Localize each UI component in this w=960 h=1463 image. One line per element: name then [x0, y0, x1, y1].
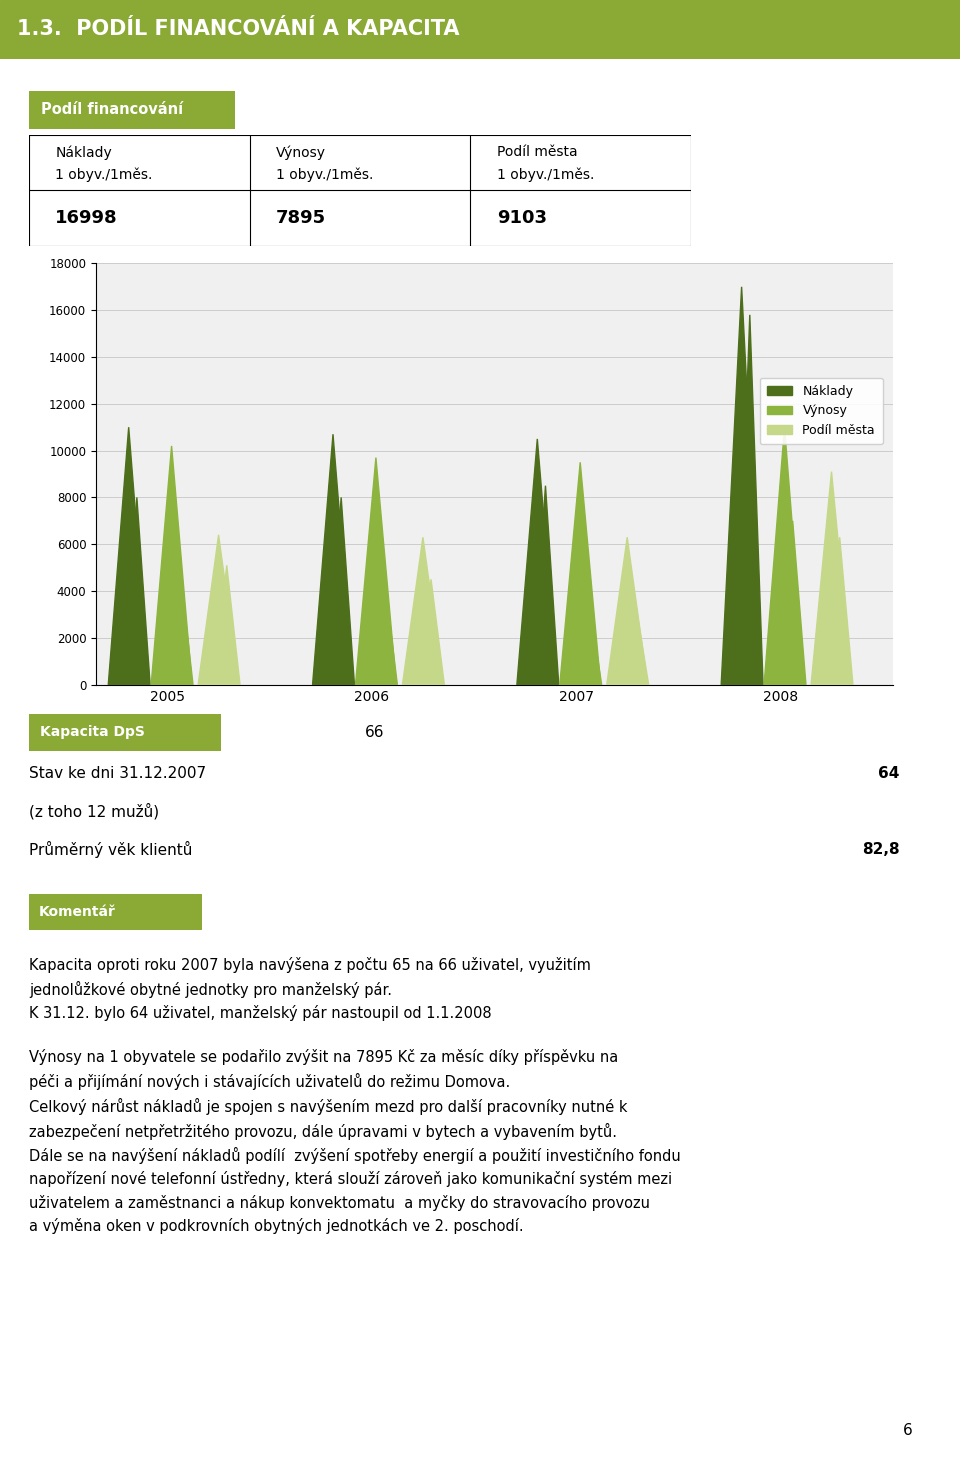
Polygon shape: [151, 446, 192, 685]
Text: (z toho 12 mužů): (z toho 12 mužů): [29, 803, 159, 819]
Text: 16998: 16998: [56, 209, 118, 227]
Text: Stav ke dni 31.12.2007: Stav ke dni 31.12.2007: [29, 765, 206, 781]
Text: Podíl financování: Podíl financování: [41, 102, 183, 117]
Legend: Náklady, Výnosy, Podíl města: Náklady, Výnosy, Podíl města: [760, 377, 882, 445]
Text: 82,8: 82,8: [862, 841, 900, 857]
Text: 7895: 7895: [276, 209, 326, 227]
Text: 1.3.  PODÍL FINANCOVÁNÍ A KAPACITA: 1.3. PODÍL FINANCOVÁNÍ A KAPACITA: [17, 19, 460, 40]
Polygon shape: [108, 427, 149, 685]
Polygon shape: [721, 287, 762, 685]
Text: 9103: 9103: [497, 209, 547, 227]
Polygon shape: [780, 521, 806, 685]
Polygon shape: [607, 537, 648, 685]
Polygon shape: [124, 497, 150, 685]
Polygon shape: [811, 471, 852, 685]
Text: Podíl města: Podíl města: [497, 145, 578, 159]
Polygon shape: [198, 535, 239, 685]
Polygon shape: [371, 575, 397, 685]
Polygon shape: [736, 315, 763, 685]
Polygon shape: [764, 427, 804, 685]
Polygon shape: [827, 537, 852, 685]
Text: 64: 64: [878, 765, 900, 781]
Polygon shape: [213, 565, 240, 685]
Text: Komentář: Komentář: [39, 906, 116, 919]
Polygon shape: [313, 435, 353, 685]
Polygon shape: [402, 537, 444, 685]
Text: 1 obyv./1měs.: 1 obyv./1měs.: [56, 167, 153, 181]
Polygon shape: [418, 579, 444, 685]
Text: Náklady: Náklady: [56, 145, 112, 159]
Text: Kapacita DpS: Kapacita DpS: [40, 726, 145, 739]
Text: 1 obyv./1měs.: 1 obyv./1měs.: [276, 167, 373, 181]
Polygon shape: [516, 439, 558, 685]
Polygon shape: [622, 603, 649, 685]
Polygon shape: [532, 486, 559, 685]
Polygon shape: [575, 595, 602, 685]
Polygon shape: [560, 462, 601, 685]
Text: 1 obyv./1měs.: 1 obyv./1měs.: [497, 167, 594, 181]
Text: Výnosy: Výnosy: [276, 145, 326, 159]
Text: 6: 6: [903, 1422, 913, 1438]
Polygon shape: [355, 458, 396, 685]
Text: Kapacita oproti roku 2007 byla navýšena z počtu 65 na 66 uživatel, využitím
jedn: Kapacita oproti roku 2007 byla navýšena …: [29, 957, 681, 1233]
Polygon shape: [328, 497, 354, 685]
Polygon shape: [166, 568, 193, 685]
Text: Průměrný věk klientů: Průměrný věk klientů: [29, 841, 192, 857]
Text: 66: 66: [365, 724, 384, 740]
